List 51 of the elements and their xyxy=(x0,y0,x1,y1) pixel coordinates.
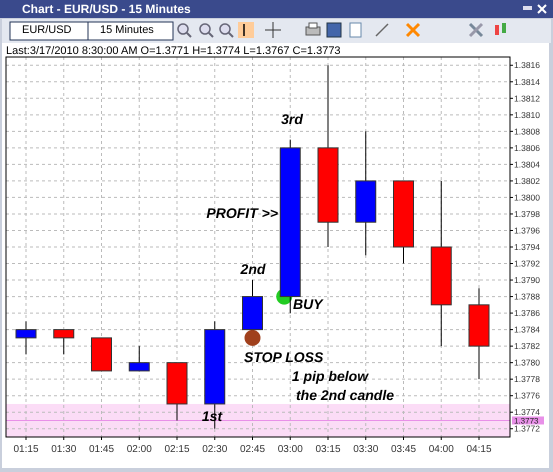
annotation: 3rd xyxy=(281,111,304,127)
text: 15 Minutes xyxy=(100,24,154,36)
y-tick-label: 1.3790 xyxy=(514,275,540,286)
y-tick-label: 1.3772 xyxy=(514,424,540,434)
x-tick-label: 01:15 xyxy=(13,444,39,455)
y-tick-label: 1.3788 xyxy=(514,292,540,302)
y-tick-label: 1.3778 xyxy=(514,374,540,384)
chart-title: Chart - EUR/USD - 15 Minutes xyxy=(22,2,192,16)
y-tick-label: 1.3784 xyxy=(514,324,540,335)
y-tick-label: 1.3810 xyxy=(514,110,540,120)
y-tick-label: 1.3814 xyxy=(514,76,540,87)
y-tick-label: 1.3806 xyxy=(514,142,540,153)
y-tick-label: 1.3816 xyxy=(514,60,540,70)
x-tick-label: 03:15 xyxy=(315,444,341,455)
x-tick-label: 03:00 xyxy=(278,444,304,455)
ref-line-label: 1.3773 xyxy=(514,416,540,426)
annotation: STOP LOSS xyxy=(244,349,324,365)
y-tick-label: 1.3798 xyxy=(514,208,540,219)
candlestick xyxy=(53,329,74,355)
x-tick-label: 02:30 xyxy=(202,444,228,455)
x-tick-label: 04:00 xyxy=(428,444,454,455)
y-tick-label: 1.3800 xyxy=(514,192,540,202)
candlestick xyxy=(128,346,150,372)
y-tick-label: 1.3786 xyxy=(514,308,540,318)
x-tick-label: 02:00 xyxy=(126,444,152,455)
x-tick-label: 03:45 xyxy=(390,444,416,455)
chart-subtitle: Last:3/17/2010 8:30:00 AM O=1.3771 H=1.3774 L=1.3767 C=1.3773 xyxy=(6,45,341,57)
y-tick-label: 1.3776 xyxy=(514,390,540,401)
x-tick-label: 02:15 xyxy=(164,444,190,455)
annotation: the 2nd candle xyxy=(296,387,394,403)
y-tick-label: 1.3812 xyxy=(514,93,540,104)
y-tick-label: 1.3774 xyxy=(514,407,540,418)
annotation: PROFIT >> xyxy=(206,205,278,221)
y-tick-label: 1.3804 xyxy=(514,159,540,170)
x-tick-label: 01:45 xyxy=(88,444,114,455)
y-tick-label: 1.3780 xyxy=(514,358,540,368)
x-tick-label: 04:15 xyxy=(466,444,492,455)
text: EUR/USD xyxy=(22,24,72,36)
y-tick-label: 1.3808 xyxy=(514,126,540,136)
y-tick-label: 1.3796 xyxy=(514,225,540,236)
x-tick-label: 02:45 xyxy=(240,444,266,455)
y-tick-label: 1.3794 xyxy=(514,242,540,252)
x-tick-label: 01:30 xyxy=(51,444,77,455)
y-tick-label: 1.3802 xyxy=(514,176,540,186)
annotation: BUY xyxy=(293,296,324,312)
y-tick-label: 1.3792 xyxy=(514,258,540,268)
y-tick-label: 1.3782 xyxy=(514,341,540,352)
annotation: 1 pip below xyxy=(292,368,370,384)
annotation: 2nd xyxy=(240,261,266,277)
candlestick xyxy=(16,320,36,355)
x-tick-label: 03:30 xyxy=(353,444,379,455)
